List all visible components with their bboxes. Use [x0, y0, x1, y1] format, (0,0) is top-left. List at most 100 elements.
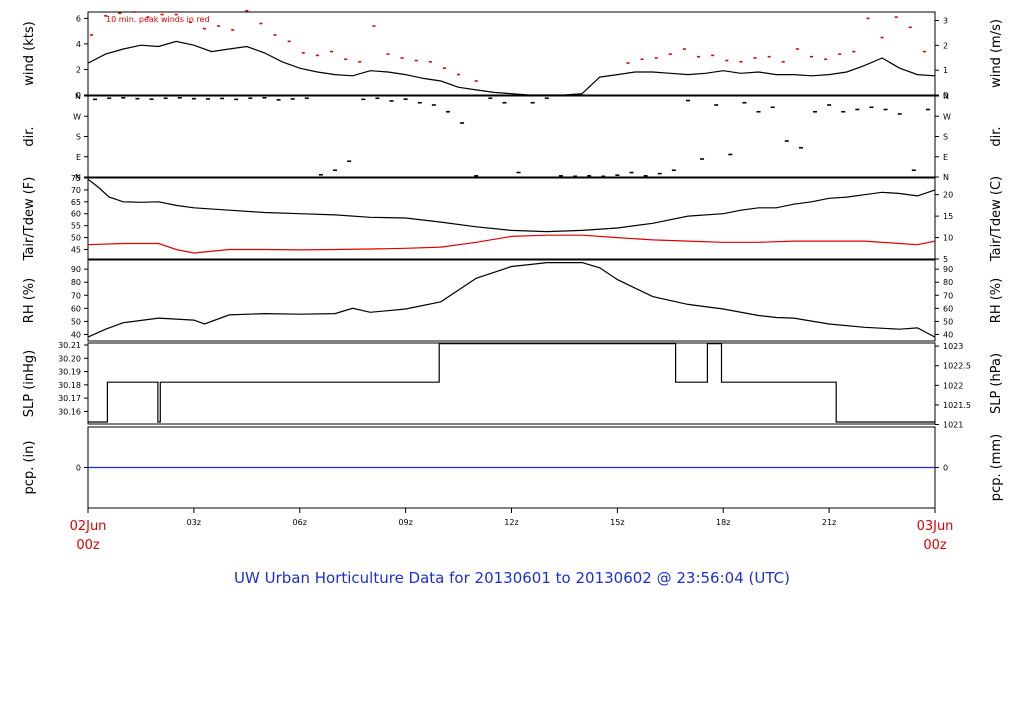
series-wind-speed-line: [87, 40, 936, 96]
series-10-min-peak-winds-point: [245, 9, 249, 12]
series-10-min-peak-winds-point: [654, 57, 658, 59]
series-10-min-peak-winds-point: [90, 34, 94, 36]
x-tick-label: 09z: [398, 518, 412, 527]
series-10-min-peak-winds-point: [400, 57, 404, 59]
series-wind-direction-point: [220, 97, 225, 100]
series-10-min-peak-winds-point: [866, 17, 870, 20]
series-wind-direction-point: [135, 97, 140, 100]
series-10-min-peak-winds-point: [160, 13, 164, 16]
series-wind-direction-point: [149, 98, 154, 100]
series-wind-direction-point: [276, 99, 281, 101]
series-10-min-peak-winds-point: [781, 61, 785, 63]
series-10-min-peak-winds-point: [315, 54, 319, 57]
left-tick-label: 90: [71, 265, 81, 274]
series-wind-direction-point: [643, 175, 648, 177]
series-wind-direction-point: [191, 97, 196, 100]
right-tick-label: 0: [943, 464, 948, 473]
series-10-min-peak-winds-point: [428, 61, 432, 63]
left-tick-label: 0: [76, 464, 81, 473]
series-10-min-peak-winds-point: [118, 12, 122, 15]
series-wind-direction-point: [318, 173, 323, 176]
left-tick-label: 30.16: [58, 407, 81, 416]
right-axis-title: pcp. (mm): [989, 434, 1004, 501]
series-wind-direction-point: [700, 158, 705, 160]
right-axis-title: SLP (hPa): [989, 353, 1004, 414]
series-wind-direction-point: [333, 169, 338, 172]
series-10-min-peak-winds-point: [386, 53, 390, 55]
series-10-min-peak-winds-point: [880, 36, 884, 39]
series-10-min-peak-winds-point: [697, 55, 701, 58]
left-tick-label: 60: [71, 210, 81, 219]
series-wind-direction-point: [460, 122, 465, 124]
left-tick-label: N: [75, 173, 81, 182]
series-10-min-peak-winds-point: [640, 58, 644, 61]
series-10-min-peak-winds-point: [287, 40, 291, 43]
right-tick-label: 15: [943, 212, 953, 221]
series-tdew-line: [87, 234, 936, 254]
series-wind-direction-point: [403, 98, 408, 100]
series-wind-direction-point: [798, 146, 803, 149]
right-axis-title: dir.: [989, 126, 1004, 146]
series-10-min-peak-winds-point: [668, 53, 672, 55]
start-date-label: 02Jun: [70, 519, 107, 534]
right-tick-label: 1021.5: [943, 401, 971, 410]
series-10-min-peak-winds-point: [442, 67, 446, 69]
series-10-min-peak-winds-point: [344, 58, 348, 61]
right-tick-label: N: [943, 173, 949, 182]
x-tick-label: 18z: [716, 518, 730, 527]
series-10-min-peak-winds-point: [753, 57, 757, 59]
panel-tair-tdew-f: 45 50 55 60 65 70 75 5 10 15 20 Tair/Tdew (F) Tair/T…: [22, 174, 1004, 264]
left-axis-title: Tair/Tdew (F): [22, 177, 37, 262]
series-wind-direction-point: [445, 110, 450, 113]
series-wind-direction-point: [657, 172, 662, 175]
panel-slp-inhg: 30.16 30.17 30.18 30.19 30.20 30.21 1021 1021.5…: [22, 341, 1004, 430]
series-10-min-peak-winds-point: [202, 27, 206, 30]
series-wind-direction-point: [205, 98, 210, 100]
series-wind-direction-point: [248, 97, 253, 100]
series-10-min-peak-winds-point: [358, 61, 362, 63]
left-tick-label: 50: [71, 317, 81, 326]
series-10-min-peak-winds-point: [273, 34, 277, 36]
x-tick-label: 03z: [187, 518, 201, 527]
panel-rh: 40 50 60 70 80 90 40 50 60 70 80 90 RH (%) RH (%): [22, 259, 1004, 342]
left-tick-label: W: [73, 112, 81, 121]
left-tick-label: 80: [71, 278, 81, 287]
panel-wind-kts: 0 2 4 6 0 1 2 3 wind (kts) wind (m/s) 10 min. peak…: [22, 9, 1004, 100]
left-tick-label: 40: [71, 330, 81, 339]
left-tick-label: 75: [71, 174, 81, 183]
right-tick-label: 3: [943, 17, 948, 26]
series-wind-direction-point: [177, 97, 182, 99]
series-10-min-peak-winds-point: [767, 55, 771, 58]
series-wind-direction-point: [93, 98, 98, 101]
series-wind-direction-point: [262, 97, 267, 99]
series-wind-direction-point: [587, 175, 592, 177]
series-tair-line: [87, 178, 936, 233]
series-wind-direction-point: [431, 104, 436, 106]
series-wind-direction-point: [897, 113, 902, 115]
series-10-min-peak-winds-point: [739, 61, 743, 63]
series-wind-direction-point: [304, 97, 309, 100]
x-axis: 03z 06z 09z 12z 15z 18z 21z 02Jun 00z 03Jun 00z: [70, 508, 953, 553]
right-tick-label: 40: [943, 330, 953, 339]
right-tick-label: 1022.5: [943, 362, 971, 371]
series-10-min-peak-winds-point: [231, 29, 235, 31]
right-tick-label: S: [943, 133, 948, 142]
left-axis-title: dir.: [22, 126, 37, 146]
series-wind-direction-point: [615, 174, 620, 176]
series-10-min-peak-winds-point: [174, 13, 178, 16]
series-10-min-peak-winds-point: [852, 50, 856, 53]
right-tick-label: 1023: [943, 342, 963, 351]
x-tick-label: 15z: [610, 518, 624, 527]
x-tick-label: 06z: [293, 518, 307, 527]
series-wind-direction-point: [784, 140, 789, 142]
series-10-min-peak-winds-point: [824, 58, 828, 61]
left-tick-label: 6: [76, 14, 81, 23]
series-10-min-peak-winds-point: [922, 50, 926, 53]
series-wind-direction-point: [742, 101, 747, 104]
left-tick-label: 4: [76, 40, 81, 49]
series-10-min-peak-winds-point: [104, 15, 108, 17]
series-wind-direction-point: [869, 106, 874, 109]
panel-pcp-in: 0 0 pcp. (in) pcp. (mm): [22, 426, 1004, 509]
